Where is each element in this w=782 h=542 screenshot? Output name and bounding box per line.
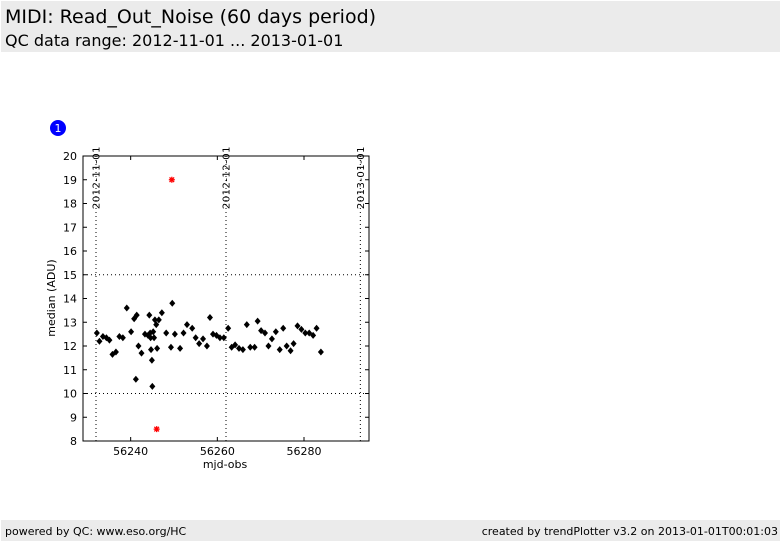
badge-number: 1 [55,122,62,135]
data-point [313,324,320,332]
x-axis-label: mjd-obs [203,458,248,471]
data-point [283,342,290,350]
data-point [147,334,154,342]
data-points [93,176,324,433]
data-point [276,346,283,354]
y-tick-label: 15 [63,269,77,282]
plot-number-badge: 1 [50,120,66,136]
data-point [268,335,275,343]
data-point [216,334,223,342]
x-tick-label: 56280 [287,445,322,458]
date-marker-label: 2012-11-01 [92,146,103,209]
data-point [265,342,272,350]
data-point [93,329,100,337]
data-point [232,341,239,349]
page-title: MIDI: Read_Out_Noise (60 days period) [5,6,377,28]
y-tick-label: 18 [63,198,77,211]
data-point [196,340,203,348]
data-point [254,317,261,325]
y-tick-label: 20 [63,150,77,163]
data-point [169,299,176,307]
data-point [154,344,161,352]
y-tick-label: 19 [63,174,77,187]
data-point [180,329,187,337]
data-point [206,314,213,321]
data-point [106,336,113,344]
data-point [184,321,190,329]
data-point [203,342,210,350]
y-tick-label: 8 [70,435,77,448]
data-point [149,382,156,390]
data-point [167,343,174,351]
date-marker-label: 2012-12-01 [222,146,233,209]
y-tick-label: 12 [63,340,77,353]
data-point [272,328,279,336]
y-tick-label: 13 [63,316,77,329]
data-point [251,343,258,351]
data-point [132,375,139,383]
x-tick-label: 56260 [200,445,235,458]
data-point [302,329,309,337]
data-point [128,328,135,336]
data-point [138,349,145,357]
badge-circle [50,120,66,136]
data-point [133,311,140,319]
data-point [225,324,232,332]
data-point [153,321,160,329]
data-point [310,331,317,339]
y-tick-label: 17 [63,221,77,234]
data-point [148,356,155,364]
data-point [177,344,184,352]
data-point [112,348,119,356]
data-point [290,340,297,348]
data-point [220,334,227,342]
data-point [171,330,178,338]
data-point [123,304,130,312]
date-marker-label: 2013-01-01 [356,146,367,209]
data-point [280,324,287,332]
y-tick-label: 9 [70,411,77,424]
data-point [189,324,196,332]
outlier-point [168,176,175,183]
data-point [96,337,103,345]
x-tick-label: 56240 [113,445,148,458]
data-point [150,328,157,336]
y-tick-label: 11 [63,364,77,377]
axes: 8 9 10 11 12 13 14 15 16 17 18 19 20 56240 56260 56280 [63,150,370,458]
y-tick-label: 10 [63,388,77,401]
y-axis-label: median (ADU) [45,259,58,336]
data-point [243,321,250,329]
data-point [317,348,324,356]
data-point [287,347,294,355]
data-point [119,334,126,342]
outlier-point [153,426,160,433]
data-point [148,346,155,354]
data-point [294,322,301,330]
data-point [200,335,207,343]
data-point [262,329,268,337]
report-footer: powered by QC: www.eso.org/HC created by… [1,520,780,541]
data-point [192,334,199,342]
footer-created-by: created by trendPlotter v3.2 on 2013-01-… [481,525,778,538]
data-point [146,311,153,319]
data-point [239,346,246,354]
data-point [151,334,158,342]
data-point [135,342,142,350]
data-point [298,325,305,333]
data-point [247,343,254,351]
data-point [155,316,162,324]
outlier-stroke [153,426,160,432]
data-point [163,329,170,337]
qc-date-range: QC data range: 2012-11-01 ... 2013-01-01 [5,31,344,50]
outlier-stroke [169,176,175,183]
report-header: MIDI: Read_Out_Noise (60 days period) QC… [1,1,780,52]
footer-powered-by: powered by QC: www.eso.org/HC [5,525,187,538]
grid-lines: 2012-11-01 2012-12-01 2013-01-01 [83,146,369,441]
y-tick-label: 16 [63,245,77,258]
y-tick-label: 14 [63,293,77,306]
data-point [158,309,165,317]
